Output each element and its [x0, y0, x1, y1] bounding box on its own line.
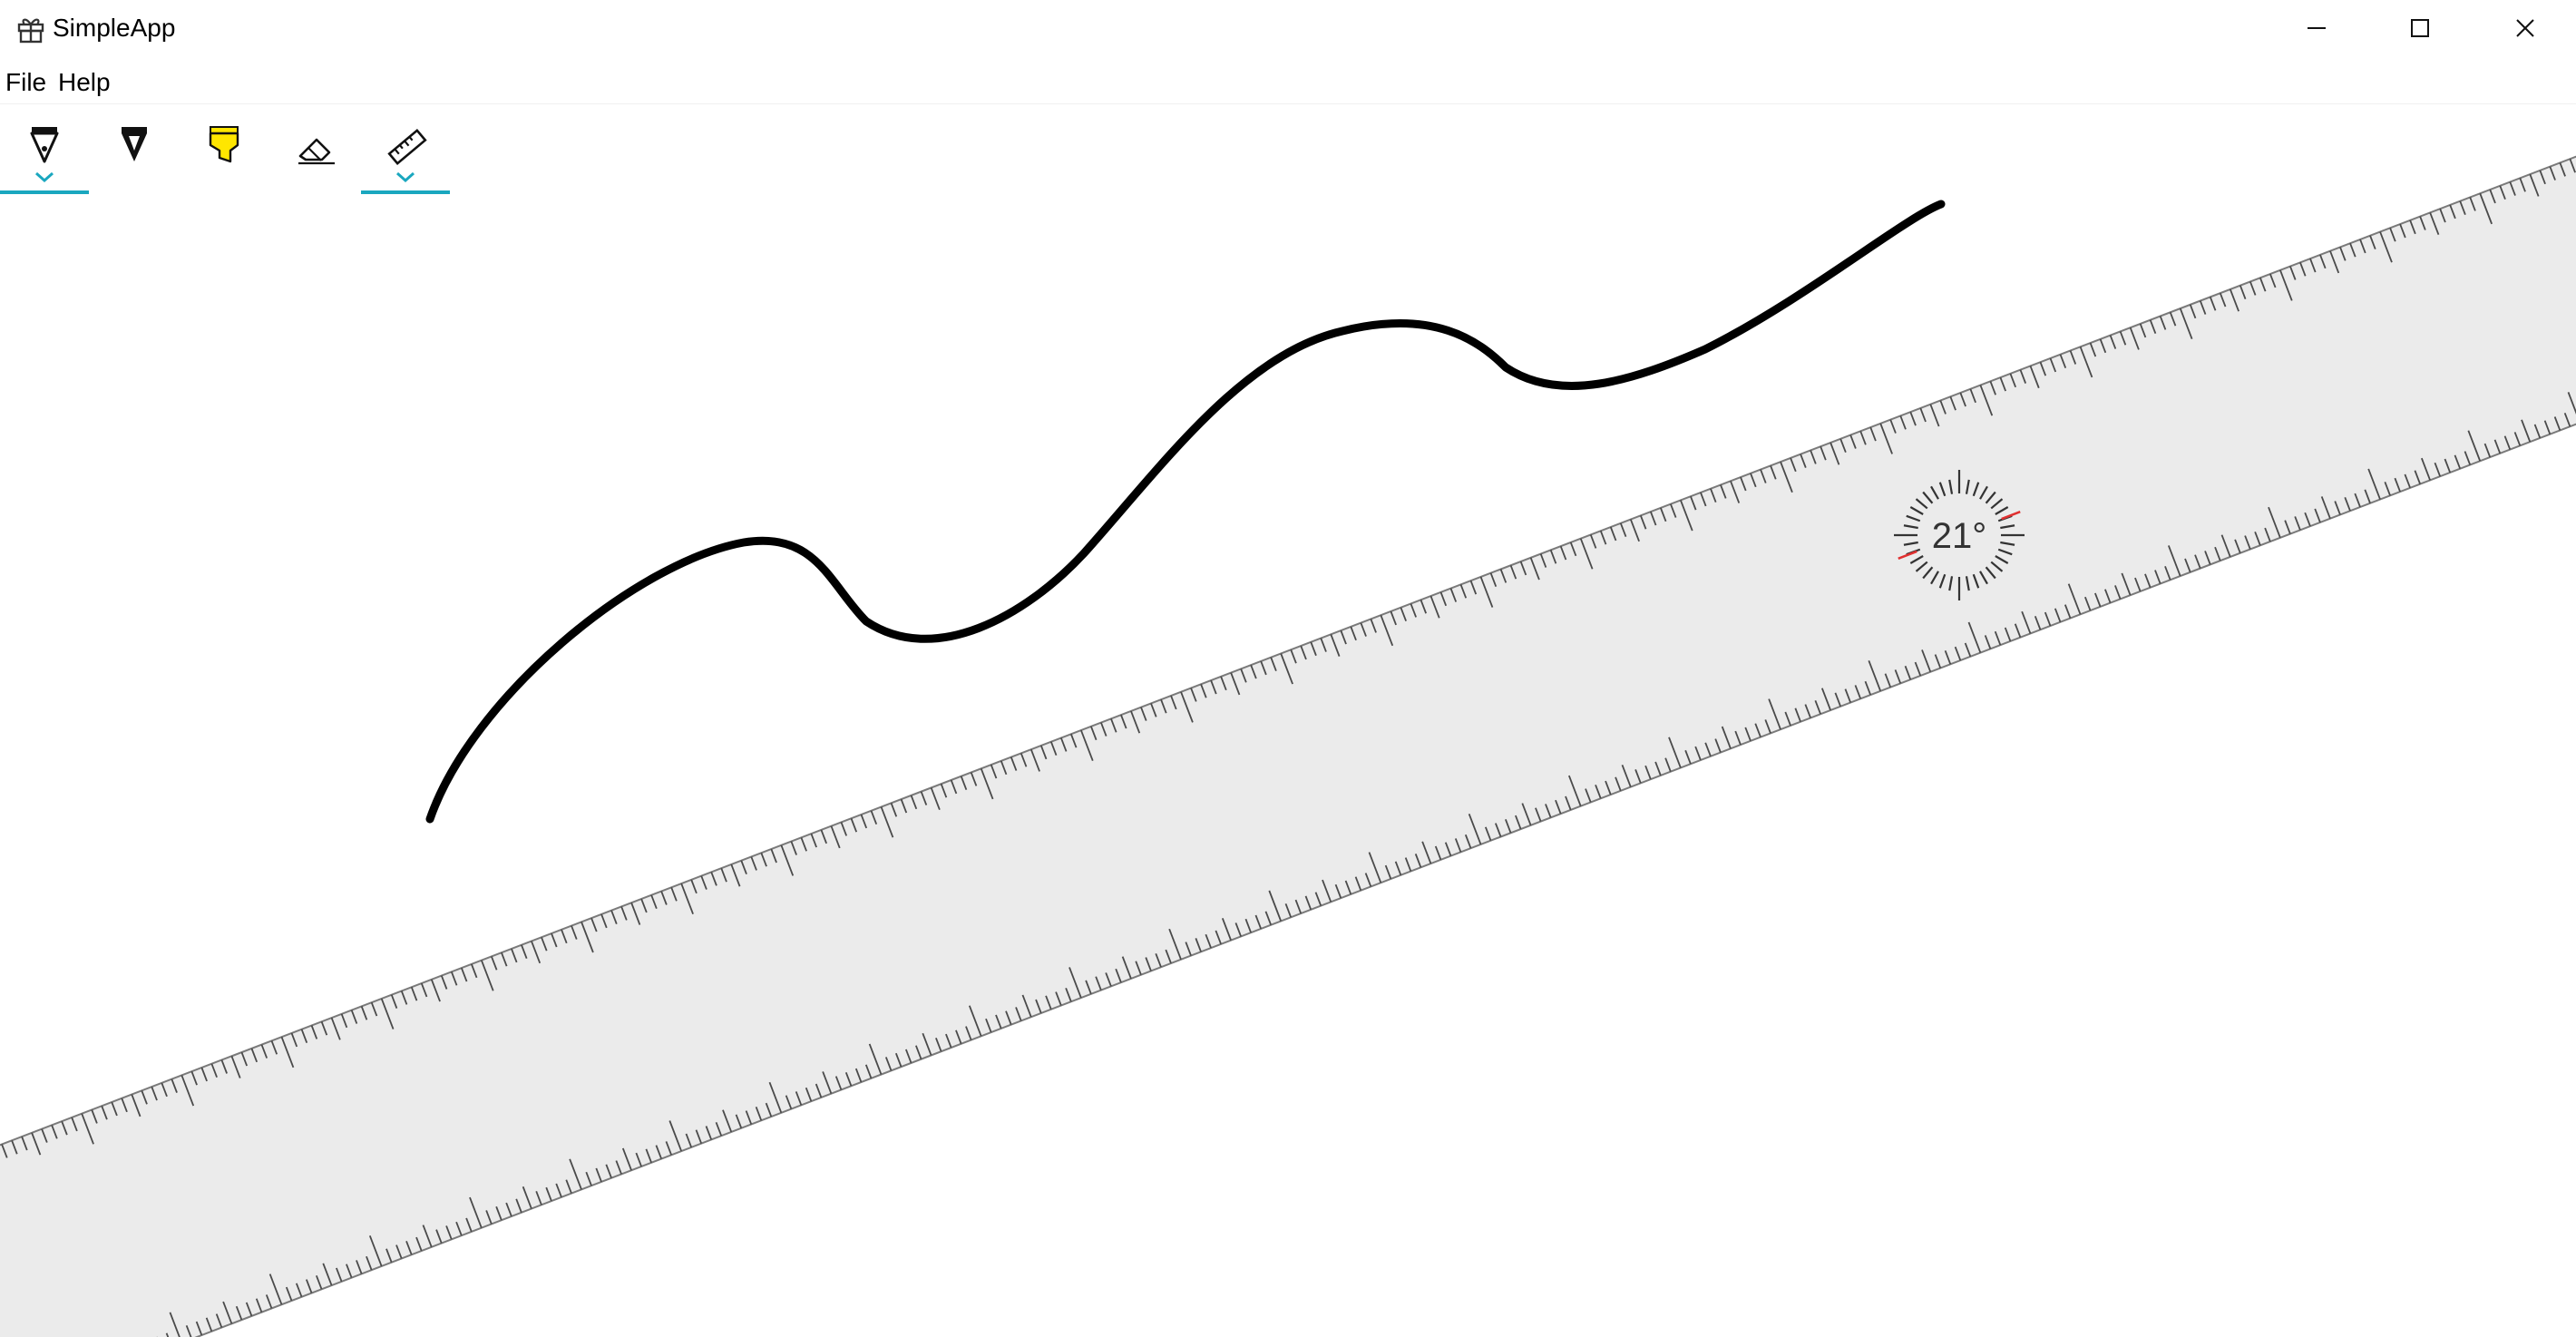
ballpoint-pen-icon	[30, 127, 59, 163]
ruler-icon	[387, 128, 427, 166]
minimize-icon	[2308, 27, 2326, 29]
tool-ruler[interactable]	[361, 118, 450, 194]
angle-readout: 21°	[1932, 516, 1987, 556]
ruler-body[interactable]	[0, 150, 2576, 1337]
tool-pencil[interactable]	[90, 118, 179, 194]
title-bar: SimpleApp	[0, 0, 2576, 56]
menu-divider	[0, 103, 2576, 104]
window-title: SimpleApp	[53, 14, 176, 42]
menu-file[interactable]: File	[5, 68, 47, 96]
close-icon	[2516, 19, 2534, 37]
close-button[interactable]	[2474, 0, 2576, 56]
ruler-ticks	[1, 158, 2576, 1337]
tool-eraser[interactable]	[270, 118, 359, 194]
tool-highlighter[interactable]	[180, 118, 268, 194]
tool-selected-indicator	[0, 190, 89, 194]
eraser-icon	[298, 138, 335, 165]
angle-indicator: 21°	[1894, 470, 2025, 600]
minimize-button[interactable]	[2266, 0, 2367, 56]
maximize-button[interactable]	[2369, 0, 2471, 56]
tool-ballpoint-pen[interactable]	[0, 118, 89, 194]
chevron-down-icon	[396, 171, 415, 183]
highlighter-icon	[209, 126, 239, 163]
menu-help[interactable]: Help	[58, 68, 111, 96]
ruler[interactable]: 21°	[0, 150, 2576, 1337]
pencil-icon	[122, 127, 147, 161]
gift-box-icon	[17, 18, 44, 44]
maximize-icon	[2411, 19, 2429, 37]
angle-dial-ticks	[1894, 470, 2025, 600]
tool-selected-indicator	[361, 190, 450, 194]
ink-stroke	[425, 200, 1946, 824]
chevron-down-icon	[35, 171, 54, 183]
